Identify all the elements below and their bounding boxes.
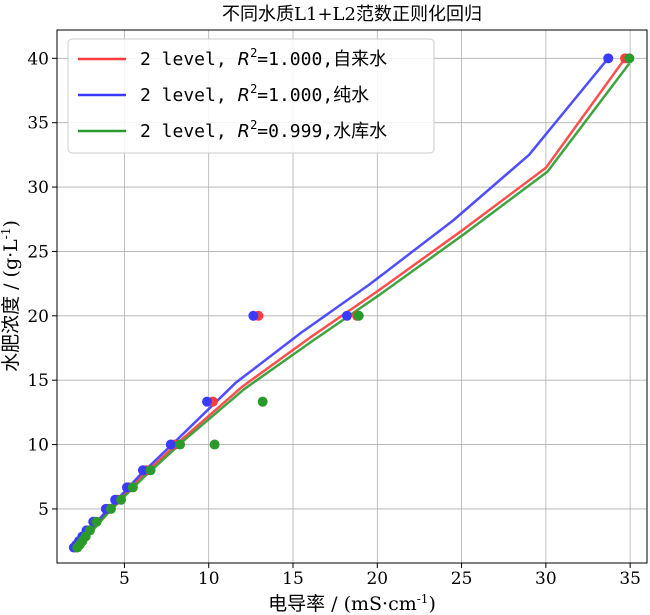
x-axis-label-main: 电导率 / (mS·cm [268,593,417,615]
x-tick-label: 10 [198,569,220,589]
y-tick-label: 10 [27,436,49,456]
data-point-reservoir-water [175,439,186,450]
x-axis-label: 电导率 / (mS·cm-1) [268,592,436,615]
x-axis-label-close: ) [428,593,435,615]
data-point-reservoir-water [145,465,156,476]
x-tick-label: 20 [366,569,388,589]
y-axis-label-close: ) [0,220,22,227]
data-point-reservoir-water [353,310,364,321]
y-axis-label-main: 水肥浓度 / (g·L [0,239,22,372]
legend-box [67,38,435,154]
data-point-reservoir-water [624,53,635,64]
data-point-pure-water [165,439,176,450]
tick-layer: 5 10 15 20 25 30 35 5 10 15 20 25 30 35 40 [27,49,641,589]
data-point-pure-water [202,396,213,407]
series-layer [68,53,635,553]
data-point-reservoir-water [257,396,268,407]
x-axis-label-sup: -1 [417,592,429,606]
y-tick-label: 20 [27,307,49,327]
y-tick-label: 30 [27,178,49,198]
data-point-reservoir-water [116,494,127,505]
x-tick-label: 35 [619,569,641,589]
x-tick-label: 30 [535,569,557,589]
data-point-reservoir-water [127,482,138,493]
data-point-reservoir-water [209,439,220,450]
legend-entry-tap-water: 2 level, R2=1.000,自来水 [78,46,387,70]
x-tick-label: 5 [119,569,130,589]
legend-entry-reservoir-water: 2 level, R2=0.999,水库水 [78,118,387,142]
y-tick-label: 5 [38,500,49,520]
data-point-pure-water [341,310,352,321]
legend: 2 level, R2=1.000,自来水 2 level, R2=1.000,… [67,38,435,154]
data-point-pure-water [248,310,259,321]
legend-label-reservoir-water: 2 level, R2=0.999,水库水 [140,118,387,142]
legend-entry-pure-water: 2 level, R2=1.000,纯水 [78,82,369,106]
chart-title: 不同水质L1+L2范数正则化回归 [222,4,482,25]
data-point-pure-water [603,53,614,64]
legend-label-pure-water: 2 level, R2=1.000,纯水 [140,82,369,106]
y-axis-label-sup: -1 [0,228,13,240]
x-tick-label: 25 [451,569,473,589]
data-point-reservoir-water [84,525,95,536]
legend-label-tap-water: 2 level, R2=1.000,自来水 [140,46,387,70]
data-point-reservoir-water [91,516,102,527]
series-line-reservoir-water [75,62,631,549]
y-tick-label: 40 [27,49,49,69]
data-point-reservoir-water [105,503,116,514]
x-tick-label: 15 [282,569,304,589]
y-tick-label: 25 [27,242,49,262]
data-point-pure-water [137,465,148,476]
y-tick-label: 35 [27,114,49,134]
plot-frame [56,29,648,564]
y-tick-label: 15 [27,371,49,391]
y-axis-label: 水肥浓度 / (g·L-1) [0,220,22,372]
